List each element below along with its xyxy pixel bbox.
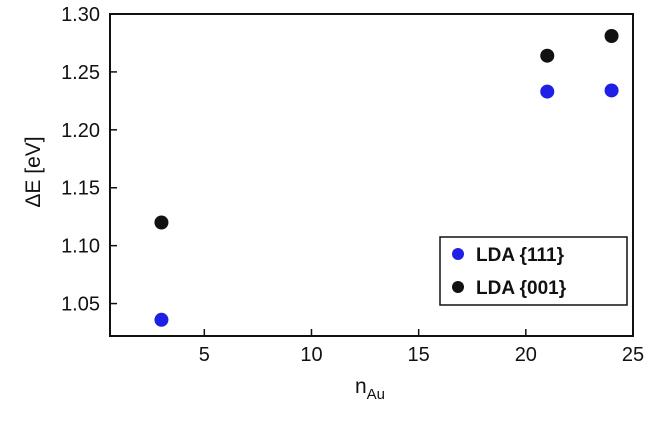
legend: LDA {111} LDA {001}	[439, 236, 628, 306]
x-axis-label-main: n	[355, 375, 367, 398]
data-point-series-1	[604, 83, 619, 98]
y-tick-label: 1.25	[61, 62, 100, 84]
y-tick-label: 1.10	[61, 236, 100, 258]
y-tick-label: 1.15	[61, 178, 100, 200]
x-tick-label: 15	[408, 344, 430, 366]
legend-box	[439, 236, 628, 306]
legend-marker-lda-001	[452, 281, 464, 293]
y-axis-ticks: 1.05 1.10 1.15 1.20 1.25 1.30	[61, 4, 117, 316]
data-point-series-1	[540, 84, 555, 99]
y-tick-label: 1.05	[61, 294, 100, 316]
legend-marker-lda-111	[452, 248, 464, 260]
data-point-series-1	[154, 312, 169, 327]
x-tick-label: 5	[199, 344, 210, 366]
x-tick-label: 20	[515, 344, 537, 366]
plot-frame	[109, 13, 634, 337]
data-point-series-2	[540, 48, 555, 63]
y-axis-label: ΔE [eV]	[22, 136, 45, 207]
x-tick-label: 25	[622, 344, 644, 366]
y-tick-label: 1.20	[61, 120, 100, 142]
data-point-series-2	[154, 215, 169, 230]
x-axis-ticks: 5 10 15 20 25	[199, 329, 644, 366]
legend-label-lda-001: LDA {001}	[476, 278, 567, 299]
data-point-series-2	[604, 29, 619, 44]
data-points	[154, 29, 619, 327]
x-axis-label-subscript: Au	[367, 386, 385, 403]
legend-label-lda-111: LDA {111}	[476, 245, 565, 266]
x-tick-label: 10	[300, 344, 322, 366]
y-tick-label: 1.30	[61, 4, 100, 26]
x-axis-label: nAu	[355, 375, 385, 403]
